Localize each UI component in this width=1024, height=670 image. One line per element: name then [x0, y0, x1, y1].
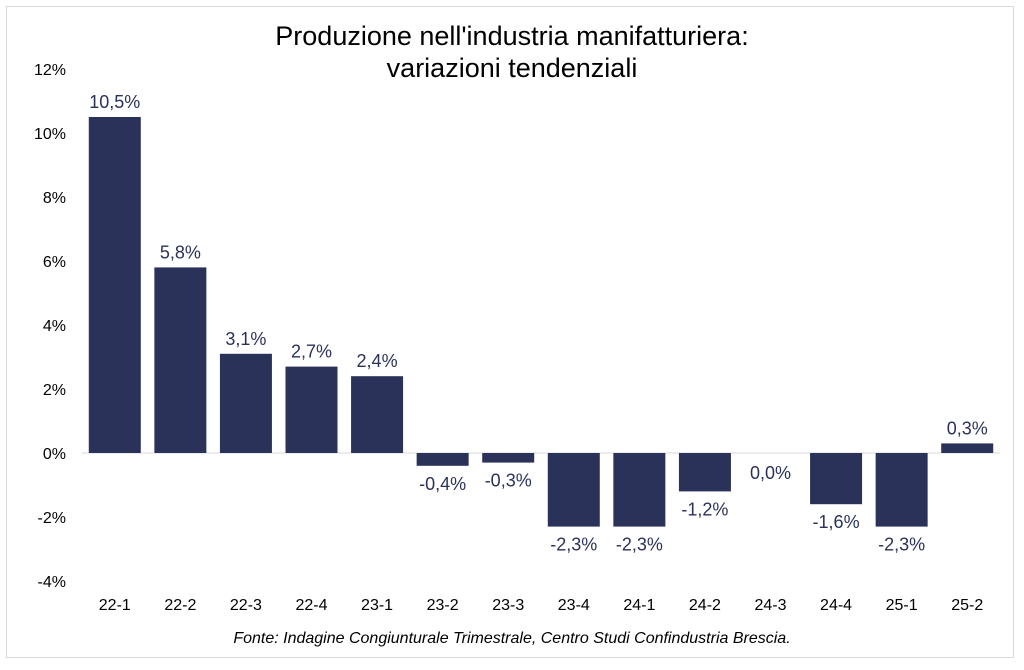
bar-24-2 [678, 453, 731, 492]
bar-23-1 [351, 376, 404, 453]
bar-24-4 [810, 453, 863, 505]
x-tick-label: 24-4 [820, 597, 852, 614]
y-tick-label: -4% [38, 574, 66, 591]
x-tick-label: 23-1 [361, 597, 393, 614]
bar-24-1 [613, 453, 666, 527]
bar-25-2 [941, 443, 994, 453]
x-tick-label: 25-1 [886, 597, 918, 614]
bar-23-4 [547, 453, 600, 527]
y-tick-label: 2% [43, 382, 66, 399]
chart-title-line-2: variazioni tendenziali [386, 53, 638, 83]
bar-25-1 [875, 453, 928, 527]
data-label: -2,3% [616, 535, 663, 555]
data-label: -1,6% [813, 512, 860, 532]
y-tick-label: 4% [43, 318, 66, 335]
data-label: -2,3% [878, 535, 925, 555]
y-tick-label: 10% [34, 126, 66, 143]
data-label: -1,2% [681, 499, 728, 519]
chart-source-note: Fonte: Indagine Congiunturale Trimestral… [233, 630, 791, 647]
x-tick-label: 23-2 [427, 597, 459, 614]
bar-22-1 [88, 117, 141, 453]
data-label: 2,7% [291, 342, 332, 362]
data-label: -0,3% [485, 471, 532, 491]
x-tick-label: 22-1 [99, 597, 131, 614]
x-tick-label: 24-3 [754, 597, 786, 614]
y-tick-label: 12% [34, 62, 66, 79]
bar-23-3 [482, 453, 535, 463]
chart-title-line-1: Produzione nell'industria manifatturiera… [275, 21, 749, 51]
data-label: 10,5% [89, 92, 140, 112]
bar-22-3 [219, 353, 272, 453]
x-tick-label: 24-1 [623, 597, 655, 614]
y-tick-label: 8% [43, 190, 66, 207]
data-label: 0,0% [750, 463, 791, 483]
y-tick-label: 0% [43, 446, 66, 463]
bar-22-2 [154, 267, 207, 453]
data-label: 2,4% [357, 351, 398, 371]
bar-22-4 [285, 366, 338, 453]
bar-23-2 [416, 453, 469, 466]
x-tick-label: 22-3 [230, 597, 262, 614]
x-tick-label: 22-2 [164, 597, 196, 614]
chart-title: Produzione nell'industria manifatturiera… [0, 20, 1024, 84]
x-tick-label: 22-4 [295, 597, 327, 614]
x-tick-label: 24-2 [689, 597, 721, 614]
data-label: -2,3% [550, 535, 597, 555]
data-label: 5,8% [160, 242, 201, 262]
data-label: 3,1% [225, 329, 266, 349]
x-tick-label: 23-3 [492, 597, 524, 614]
x-tick-label: 25-2 [951, 597, 983, 614]
y-tick-label: 6% [43, 254, 66, 271]
y-tick-label: -2% [38, 510, 66, 527]
x-tick-label: 23-4 [558, 597, 590, 614]
data-label: -0,4% [419, 474, 466, 494]
data-label: 0,3% [947, 418, 988, 438]
